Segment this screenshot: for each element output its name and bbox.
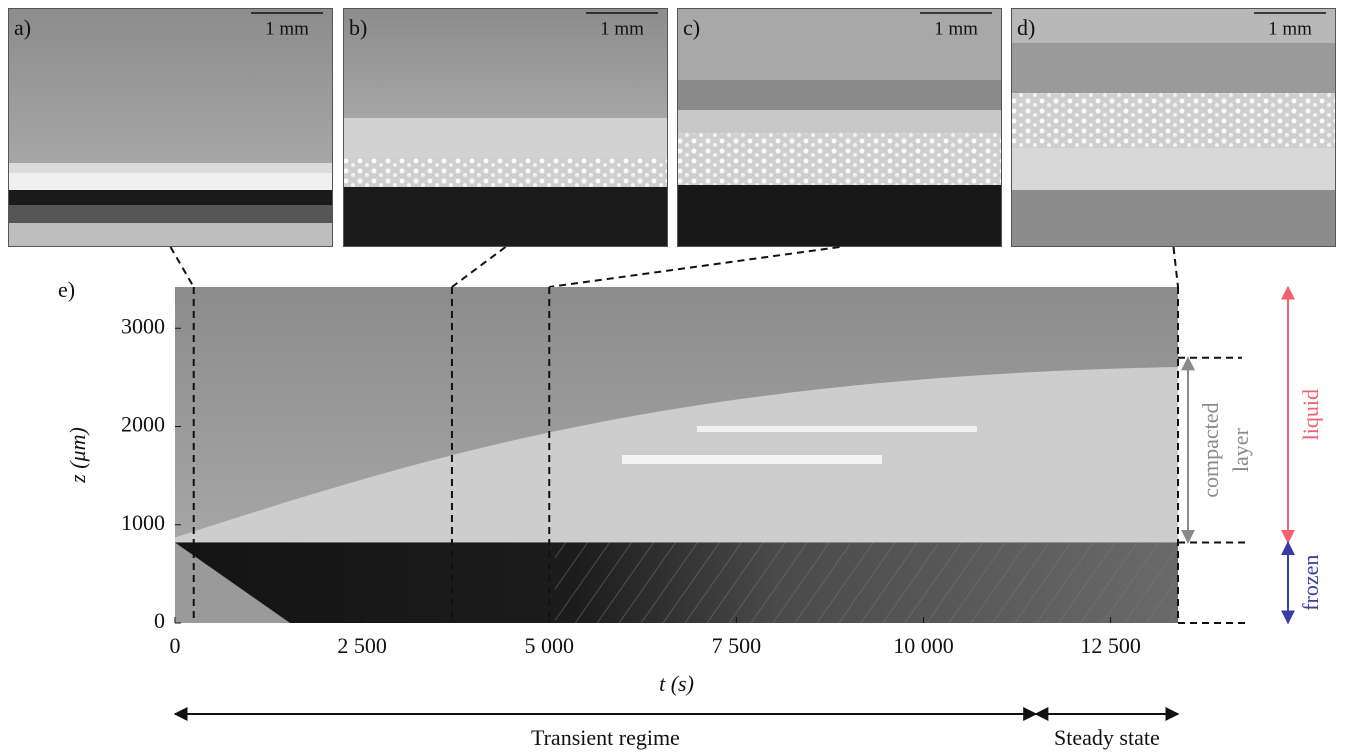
inset-frame xyxy=(8,8,333,247)
inset-panel: b) 1 mm xyxy=(343,8,668,247)
y-tick-label: 3000 xyxy=(121,313,165,338)
connector xyxy=(169,246,195,288)
inset-frame xyxy=(1011,8,1336,247)
regime-label: Steady state xyxy=(1054,725,1160,750)
inset-image-band xyxy=(8,190,333,205)
inset-image-band xyxy=(8,205,333,223)
inset-label: a) xyxy=(14,15,31,40)
inset-image-band xyxy=(677,110,1002,133)
liquid-label: liquid xyxy=(1298,389,1323,440)
inset-label: d) xyxy=(1017,15,1035,40)
inset-panel: a) 1 mm xyxy=(8,8,333,247)
connector xyxy=(1172,246,1179,288)
x-axis-label: t (s) xyxy=(659,671,694,696)
inset-image-band xyxy=(1011,148,1336,190)
regime-label: Transient regime xyxy=(531,725,680,750)
inset-image-band xyxy=(8,163,333,173)
compacted-label: compacted xyxy=(1198,402,1223,497)
frozen-label: frozen xyxy=(1298,555,1323,611)
inset-image-band xyxy=(677,80,1002,110)
inset-image-band xyxy=(1011,93,1336,148)
inset-image-band xyxy=(1011,43,1336,93)
panel-label: e) xyxy=(58,277,75,302)
y-tick-label: 1000 xyxy=(121,510,165,535)
x-tick-label: 7 500 xyxy=(712,633,762,658)
scale-bar-label: 1 mm xyxy=(265,18,309,39)
inset-image-band xyxy=(8,173,333,190)
inset-image-band xyxy=(8,223,333,247)
inset-image-band xyxy=(677,133,1002,185)
y-tick-label: 0 xyxy=(154,608,165,633)
inset-image-band xyxy=(343,118,668,158)
frozen-streaks xyxy=(555,542,1178,623)
connector xyxy=(549,246,840,288)
compacted-region xyxy=(175,367,1178,543)
y-tick-label: 2000 xyxy=(121,412,165,437)
initial-transient xyxy=(175,542,290,623)
x-tick-label: 0 xyxy=(170,633,181,658)
inset-label: c) xyxy=(683,15,700,40)
compacted-label: layer xyxy=(1228,427,1253,472)
x-tick-label: 12 500 xyxy=(1080,633,1141,658)
inset-image-band xyxy=(8,8,333,163)
scale-bar-label: 1 mm xyxy=(1268,18,1312,39)
inset-frame xyxy=(677,8,1002,247)
scale-bar-label: 1 mm xyxy=(600,18,644,39)
streak xyxy=(622,455,882,464)
inset-image-band xyxy=(677,185,1002,247)
inset-image-band xyxy=(1011,8,1336,43)
inset-image-band xyxy=(343,158,668,187)
x-tick-label: 5 000 xyxy=(525,633,575,658)
x-tick-label: 10 000 xyxy=(893,633,954,658)
x-tick-label: 2 500 xyxy=(337,633,387,658)
inset-image-band xyxy=(1011,190,1336,247)
streak xyxy=(697,426,977,432)
scale-bar-label: 1 mm xyxy=(934,18,978,39)
connector xyxy=(451,246,507,288)
inset-image-band xyxy=(343,8,668,118)
inset-frame xyxy=(343,8,668,247)
y-axis-label: z (μm) xyxy=(65,427,90,484)
inset-label: b) xyxy=(349,15,367,40)
inset-panel: c) 1 mm xyxy=(677,8,1002,247)
inset-image-band xyxy=(343,187,668,247)
inset-image-band xyxy=(677,8,1002,80)
inset-panel: d) 1 mm xyxy=(1011,8,1336,247)
